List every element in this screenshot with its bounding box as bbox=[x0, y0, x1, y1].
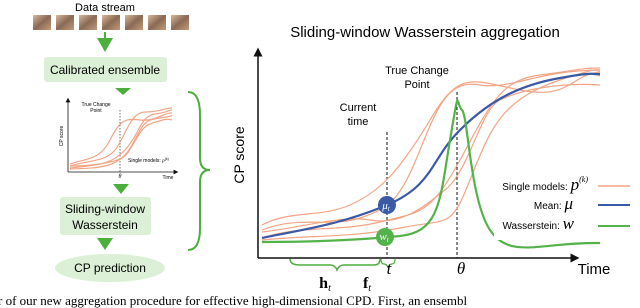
data-stream-label: Data stream bbox=[75, 2, 135, 14]
y-axis-label: CP score bbox=[231, 126, 247, 184]
prediction-ellipse bbox=[55, 254, 165, 282]
calibrated-label: Calibrated ensemble bbox=[50, 63, 160, 77]
f-brace bbox=[380, 258, 396, 269]
legend-label: Mean: μ bbox=[534, 194, 573, 213]
t-label: t bbox=[387, 259, 393, 278]
caption: r of our new aggregation procedure for e… bbox=[0, 293, 467, 308]
legend: Single models: p(k) Mean: μ Wasserstein:… bbox=[494, 172, 634, 240]
current-time-label: time bbox=[348, 116, 369, 128]
w-marker bbox=[376, 228, 394, 246]
calibrated-box bbox=[44, 57, 167, 82]
legend-label: Single models: p(k) bbox=[502, 175, 588, 194]
mu-label: μt bbox=[381, 200, 391, 213]
chart-title: Sliding-window Wasserstein aggregation bbox=[290, 24, 560, 41]
mini-legend: Single models: p(k) bbox=[128, 157, 169, 164]
sliding-label: Wasserstein bbox=[72, 218, 138, 232]
mu-marker bbox=[378, 196, 396, 214]
current-time-label: Current bbox=[340, 102, 377, 114]
h-brace bbox=[289, 258, 381, 273]
flow-arrows bbox=[97, 38, 131, 250]
f-label: ft bbox=[363, 275, 371, 294]
theta-label: θ bbox=[457, 259, 465, 278]
mini-x-label: Time bbox=[163, 175, 174, 181]
mini-chart: CP score Time True Change Point θ Single… bbox=[59, 97, 179, 181]
mini-change-label: Point bbox=[90, 108, 102, 114]
mean-curve bbox=[261, 72, 601, 240]
sliding-label: Sliding-window bbox=[65, 202, 145, 216]
x-axis-label: Time bbox=[578, 261, 611, 278]
sliding-box bbox=[60, 197, 151, 235]
w-label: wt bbox=[379, 231, 389, 244]
thumbnails bbox=[33, 15, 189, 30]
mini-y-label: CP score bbox=[59, 126, 65, 147]
single-model-curves bbox=[261, 67, 601, 241]
change-point-label: Point bbox=[404, 79, 429, 91]
mini-change-label: True Change bbox=[82, 102, 111, 108]
mini-theta: θ bbox=[119, 174, 122, 180]
h-label: ht bbox=[319, 275, 331, 294]
brace bbox=[187, 91, 211, 251]
prediction-label: CP prediction bbox=[74, 261, 146, 275]
change-point-label: True Change bbox=[385, 65, 449, 77]
legend-label: Wasserstein: w bbox=[502, 214, 574, 233]
